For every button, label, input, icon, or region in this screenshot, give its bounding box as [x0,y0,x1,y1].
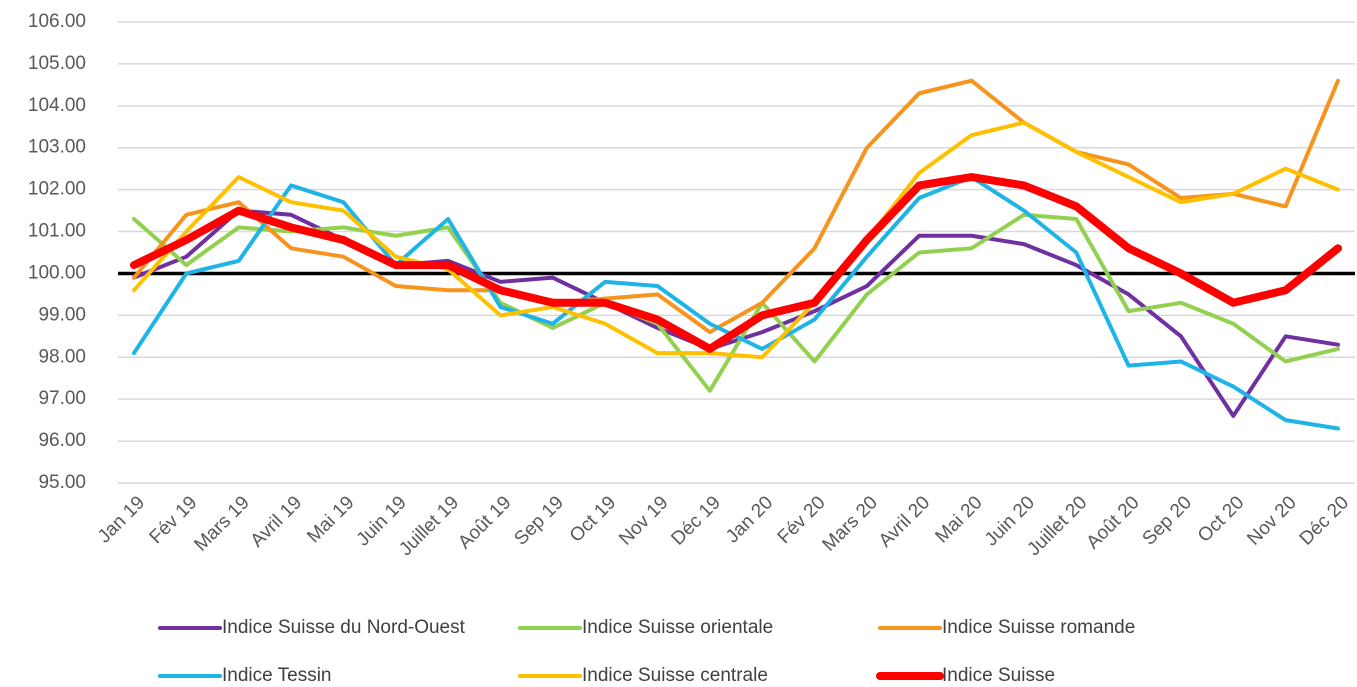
x-tick-label: Déc 20 [1296,492,1353,549]
y-tick-label: 101.00 [28,221,86,242]
series-line [132,78,1340,335]
y-tick-label: 97.00 [38,388,86,409]
y-tick-label: 100.00 [28,262,86,283]
x-tick-label: Jan 20 [722,492,777,547]
x-tick-label: Déc 19 [667,492,724,549]
y-tick-label: 99.00 [38,304,86,325]
y-tick-label: 98.00 [38,346,86,367]
legend-label: Indice Suisse [942,665,1055,686]
x-tick-label: Août 20 [1083,492,1144,553]
legend-label: Indice Suisse centrale [582,665,768,686]
y-tick-label: 105.00 [28,53,86,74]
x-tick-label: Sep 19 [510,492,567,549]
x-tick-label: Nov 19 [615,492,672,549]
y-tick-label: 95.00 [38,472,86,493]
series-line [132,175,1340,431]
x-tick-label: Avril 20 [875,492,934,551]
x-tick-label: Avril 19 [247,492,306,551]
x-tick-label: Mai 20 [931,492,986,547]
x-tick-label: Oct 19 [566,492,620,546]
y-tick-label: 103.00 [28,137,86,158]
series-line [132,120,1340,360]
series-line [132,208,1340,418]
legend-label: Indice Tessin [222,665,332,686]
x-tick-label: Sep 20 [1139,492,1196,549]
y-tick-label: 102.00 [28,179,86,200]
x-tick-label: Oct 20 [1194,492,1248,546]
x-tick-label: Jan 19 [94,492,149,547]
legend-label: Indice Suisse romande [942,617,1135,638]
x-tick-label: Mars 19 [190,492,253,555]
series-line [130,173,1342,353]
x-tick-label: Mars 20 [819,492,882,555]
y-tick-label: 106.00 [28,11,86,32]
legend-label: Indice Suisse orientale [582,617,773,638]
legend-label: Indice Suisse du Nord-Ouest [222,617,466,638]
x-tick-label: Mai 19 [303,492,358,547]
series-line [132,212,1340,393]
x-tick-label: Nov 20 [1243,492,1300,549]
y-tick-label: 104.00 [28,95,86,116]
x-tick-label: Août 19 [454,492,515,553]
y-tick-label: 96.00 [38,430,86,451]
